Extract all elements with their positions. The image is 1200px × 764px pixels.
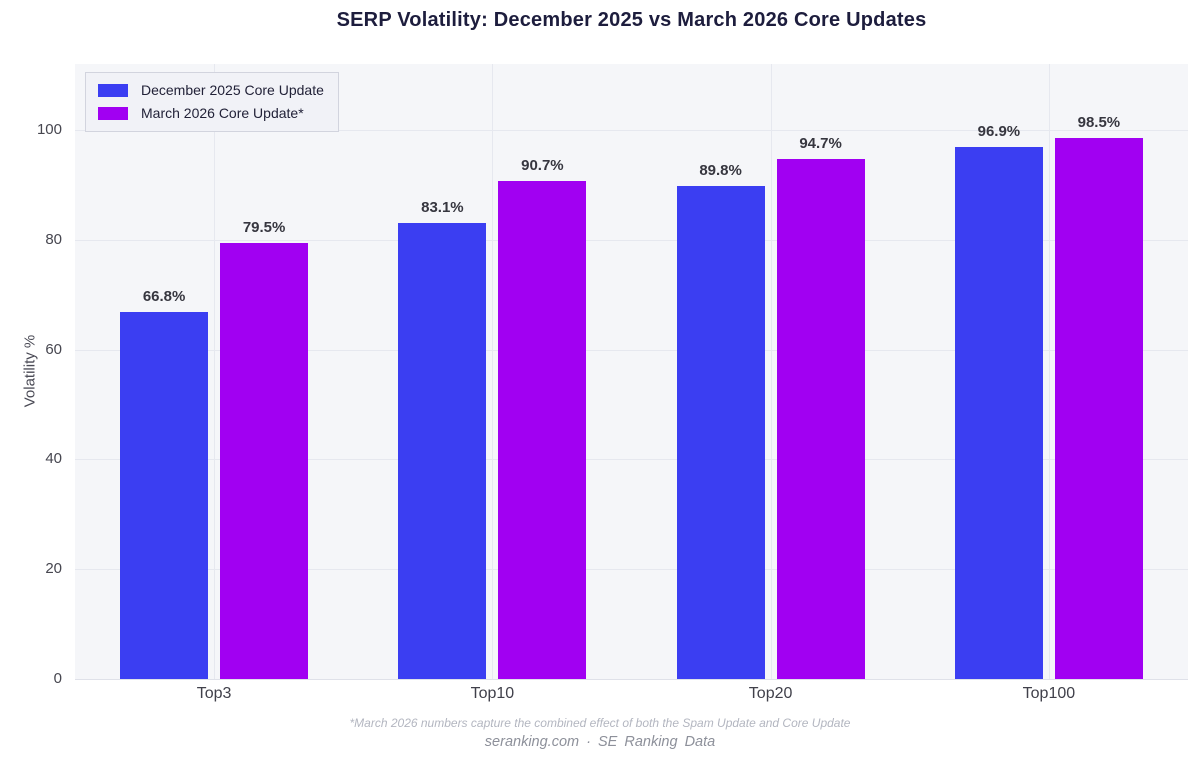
bar-value-label-series2-top100: 98.5% [1077, 114, 1121, 132]
legend-item-december-2025[interactable]: December 2025 Core Update [98, 82, 324, 98]
y-tick-label-60: 60 [45, 340, 62, 358]
h-gridline-80 [75, 239, 1188, 241]
y-tick-label-40: 40 [45, 450, 62, 468]
bar-series1-top10[interactable] [398, 222, 487, 679]
legend: December 2025 Core Update March 2026 Cor… [85, 72, 339, 132]
h-gridline-60 [75, 349, 1188, 351]
legend-label: March 2026 Core Update* [141, 105, 304, 121]
h-gridline-20 [75, 569, 1188, 571]
bar-series2-top20[interactable] [776, 159, 865, 679]
bar-series1-top20[interactable] [676, 185, 765, 679]
v-gridline-top100 [1048, 64, 1050, 679]
legend-swatch-purple [98, 106, 128, 120]
y-tick-label-20: 20 [45, 560, 62, 578]
bar-series2-top3[interactable] [220, 242, 309, 679]
h-gridline-100 [75, 129, 1188, 131]
source-credit: seranking.com · SE Ranking Data [484, 734, 716, 750]
y-tick-label-0: 0 [53, 670, 62, 687]
x-tick-label-top20: Top20 [748, 685, 793, 702]
bar-value-label-series2-top10: 90.7% [521, 157, 564, 174]
bar-value-label-series2-top3: 79.5% [242, 218, 286, 236]
bar-value-label-series2-top20: 94.7% [799, 135, 842, 152]
plot-area: December 2025 Core Update March 2026 Cor… [75, 64, 1188, 680]
bar-value-label-series1-top100: 96.9% [977, 122, 1021, 140]
footnote: *March 2026 numbers capture the combined… [349, 716, 851, 730]
bar-value-label-series1-top3: 66.8% [142, 288, 186, 306]
h-gridline-40 [75, 459, 1188, 461]
y-tick-label-80: 80 [45, 230, 62, 248]
legend-label: December 2025 Core Update [141, 82, 324, 98]
v-gridline-top20 [770, 64, 772, 679]
bar-series1-top100[interactable] [954, 146, 1043, 679]
legend-item-march-2026[interactable]: March 2026 Core Update* [98, 105, 324, 121]
y-tick-label-100: 100 [36, 120, 62, 138]
bar-value-label-series1-top20: 89.8% [699, 161, 742, 179]
chart-title: SERP Volatility: December 2025 vs March … [336, 9, 927, 31]
v-gridline-top10 [492, 64, 494, 679]
bar-series1-top3[interactable] [120, 312, 209, 679]
x-tick-label-top10: Top10 [470, 685, 515, 702]
bar-series2-top100[interactable] [1054, 138, 1143, 679]
x-tick-label-top3: Top3 [196, 685, 232, 702]
bar-value-label-series1-top10: 83.1% [421, 198, 464, 216]
x-tick-label-top100: Top100 [1022, 685, 1076, 702]
v-gridline-top3 [214, 64, 216, 679]
legend-swatch-blue [98, 83, 128, 97]
bar-series2-top10[interactable] [498, 181, 587, 679]
